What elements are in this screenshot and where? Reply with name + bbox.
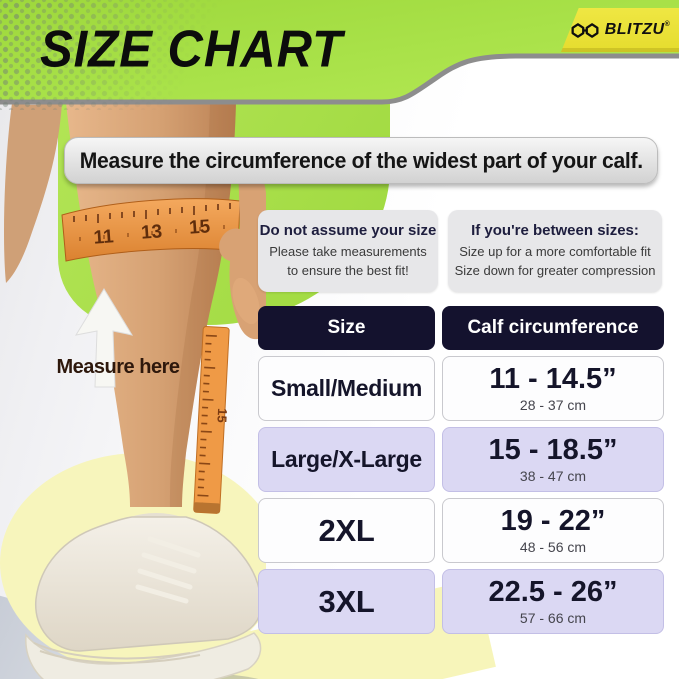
table-row-range-cell: 15 - 18.5” 38 - 47 cm — [442, 427, 664, 492]
blitzu-logo-icon — [571, 22, 599, 38]
brand-name: BLITZU® — [604, 21, 671, 38]
range-inches: 15 - 18.5” — [488, 433, 618, 466]
info-box-line: Please take measurements — [269, 243, 427, 259]
info-box-line: to ensure the best fit! — [287, 263, 409, 278]
shoe-laces — [135, 536, 201, 604]
info-box-assume-size: Do not assume your size Please take meas… — [258, 210, 438, 292]
sneaker — [25, 513, 262, 679]
sole-tread-lines — [33, 642, 201, 664]
vertical-tape: 15 — [193, 326, 230, 514]
back-leg — [4, 103, 62, 283]
size-label: 2XL — [318, 512, 375, 548]
size-label: Large/X-Large — [271, 446, 422, 472]
registered-mark: ® — [664, 21, 671, 28]
range-inches: 19 - 22” — [500, 504, 606, 537]
info-box-line: Size up for a more comfortable fit — [459, 243, 651, 259]
measure-instruction-banner: Measure the circumference of the widest … — [64, 137, 658, 184]
shoe-upper — [35, 516, 262, 652]
vertical-tape-ticks — [197, 334, 217, 505]
thumb — [232, 277, 260, 325]
column-header-size: Size — [258, 306, 435, 350]
measure-here-label: Measure here — [57, 356, 180, 378]
size-table: Size Calf circumference Small/Medium 11 … — [258, 306, 664, 634]
table-row-range-cell: 22.5 - 26” 57 - 66 cm — [442, 569, 664, 634]
size-label: Small/Medium — [270, 375, 423, 401]
measure-instruction-text: Measure the circumference of the widest … — [79, 147, 643, 173]
table-row-size-cell: Small/Medium — [258, 356, 435, 421]
range-cm: 38 - 47 cm — [519, 467, 587, 484]
table-row-size-cell: 3XL — [258, 569, 435, 634]
info-box-line: Size down for greater compression — [454, 263, 656, 278]
tape-number-11: 11 — [93, 226, 115, 248]
range-cm: 57 - 66 cm — [519, 609, 587, 626]
vertical-tape-number: 15 — [214, 408, 230, 423]
range-cm: 28 - 37 cm — [519, 396, 587, 413]
tape-band-ticks — [73, 203, 231, 223]
shoe-sole — [25, 632, 262, 679]
range-inches: 22.5 - 26” — [488, 575, 618, 608]
page-title: SIZE CHART — [40, 21, 344, 79]
column-header-calf-circumference: Calf circumference — [442, 306, 664, 350]
brand-tab: BLITZU® — [561, 8, 679, 52]
table-row-range-cell: 11 - 14.5” 28 - 37 cm — [442, 356, 664, 421]
tape-number-15: 15 — [188, 216, 211, 238]
info-box-between-sizes: If you're between sizes: Size up for a m… — [448, 210, 662, 292]
tape-number-13: 13 — [140, 221, 163, 243]
tape-tip — [193, 502, 220, 514]
info-box-title: If you're between sizes: — [471, 221, 639, 239]
table-row-size-cell: Large/X-Large — [258, 427, 435, 492]
calf-measurement-photo: 11 13 15 15 Measure here — [0, 103, 266, 679]
size-label: 3XL — [318, 583, 375, 619]
info-box-title: Do not assume your size — [259, 221, 437, 239]
tape-band-minor-ticks — [79, 225, 225, 241]
table-row-range-cell: 19 - 22” 48 - 56 cm — [442, 498, 664, 563]
range-inches: 11 - 14.5” — [489, 362, 617, 395]
arrow-up-icon — [74, 288, 134, 388]
table-row-size-cell: 2XL — [258, 498, 435, 563]
range-cm: 48 - 56 cm — [519, 538, 587, 555]
